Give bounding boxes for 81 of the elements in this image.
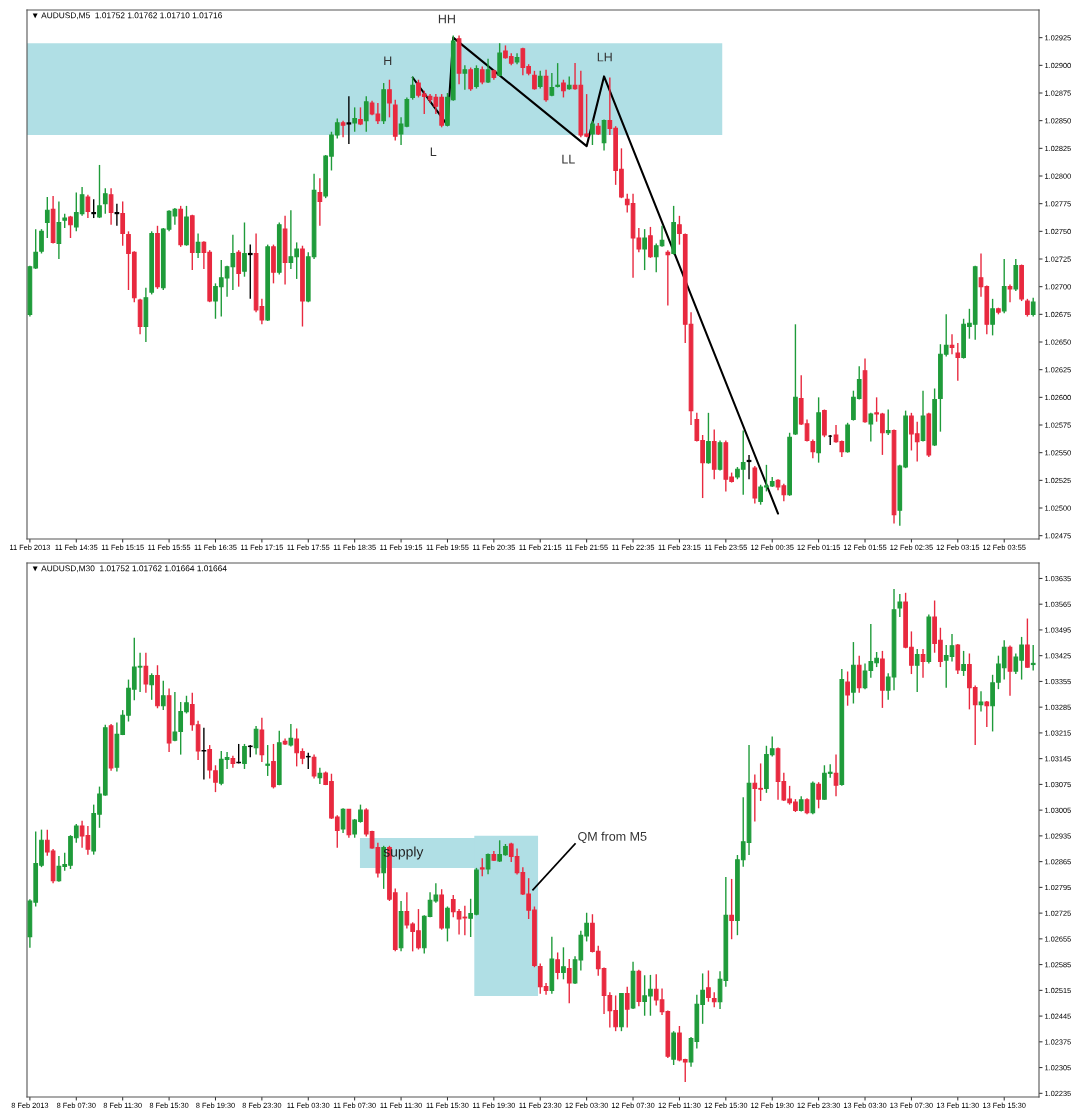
line-series (411, 36, 780, 515)
candlestick (555, 62, 561, 89)
candlestick (990, 298, 995, 337)
candlestick (352, 106, 358, 133)
candlestick (706, 412, 711, 465)
candlestick (311, 753, 317, 780)
candlestick (114, 202, 120, 227)
candlestick (561, 946, 566, 981)
candlestick (410, 75, 416, 101)
candlestick (978, 690, 984, 713)
candlestick (108, 187, 114, 226)
candlestick (195, 232, 201, 259)
chart-title: ▼ AUDUSD,M30 1.01752 1.01762 1.01664 1.01664 (32, 565, 227, 573)
candlestick (984, 700, 990, 728)
candlestick (566, 958, 572, 1004)
candlestick (363, 95, 369, 133)
candlestick (91, 198, 97, 219)
candlestick (462, 64, 468, 91)
candlestick (1030, 297, 1036, 318)
candlestick (97, 164, 102, 219)
candlestick (555, 951, 561, 981)
candlestick (1007, 283, 1013, 303)
candlestick (247, 243, 253, 300)
candlestick (665, 249, 671, 307)
candlestick (1025, 617, 1030, 669)
candlestick (845, 670, 850, 707)
candlestick (497, 42, 503, 78)
candlestick (172, 691, 178, 743)
candlestick (340, 807, 346, 834)
candlestick (85, 194, 91, 219)
candlestick (56, 200, 62, 260)
candlestick (120, 200, 126, 247)
candlestick (346, 95, 352, 145)
candlestick (1013, 258, 1019, 292)
candlestick (44, 196, 50, 239)
candlestick (810, 438, 816, 459)
candlestick (479, 857, 485, 878)
candlestick (288, 723, 294, 748)
candlestick (485, 57, 491, 84)
annotation: HH (438, 14, 455, 24)
candlestick (445, 905, 450, 943)
candlestick (201, 727, 207, 781)
candlestick (160, 679, 166, 711)
annotation: QM from M5 (578, 831, 647, 844)
candlestick (317, 767, 323, 785)
candlestick (868, 412, 874, 443)
annotation: H (384, 56, 392, 66)
annotation: LH (597, 52, 612, 62)
candlestick (253, 725, 259, 756)
candlestick (143, 652, 149, 694)
candlestick (474, 64, 479, 90)
candlestick (532, 70, 537, 91)
annotation: LL (562, 154, 575, 164)
candlestick (317, 177, 323, 227)
candlestick (914, 648, 920, 693)
candlestick (961, 650, 966, 677)
candlestick (624, 985, 630, 1029)
candlestick (242, 743, 247, 770)
candlestick (387, 79, 392, 119)
candlestick (265, 744, 271, 777)
candlestick (642, 228, 647, 271)
candlestick (468, 66, 474, 92)
candlestick (39, 228, 44, 255)
candlestick (102, 187, 108, 215)
annotation: L (430, 147, 437, 157)
candlestick (897, 593, 903, 618)
candlestick (955, 342, 961, 382)
candlestick (856, 654, 862, 694)
candlestick (677, 215, 682, 246)
candlestick (236, 249, 242, 288)
candlestick (885, 408, 891, 436)
candlestick (1030, 644, 1036, 672)
candlestick (149, 672, 155, 701)
candlestick (340, 119, 346, 138)
candlestick (242, 221, 247, 278)
chart-title: ▼ AUDUSD,M5 1.01752 1.01762 1.01710 1.01716 (32, 12, 222, 20)
candlestick (706, 969, 711, 1003)
candlestick (816, 781, 821, 809)
candlestick (729, 878, 734, 940)
candlestick (648, 226, 653, 259)
candlestick (590, 119, 595, 146)
